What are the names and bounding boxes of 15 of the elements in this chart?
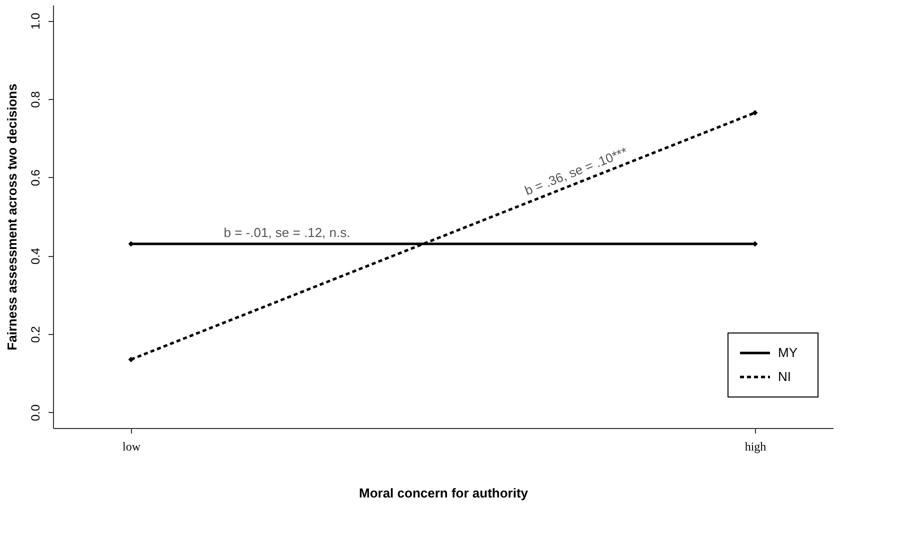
x-axis-title: Moral concern for authority — [358, 486, 529, 500]
annotation: b = .36, se = .10*** — [522, 144, 630, 198]
x-tick-label: low — [122, 440, 141, 454]
y-tick-label: 0.8 — [28, 90, 42, 108]
y-tick-label: 0.6 — [28, 169, 42, 186]
y-tick-label: 0.4 — [28, 248, 42, 265]
point — [752, 110, 758, 116]
y-axis-title: Fairness assessment across two decisions — [4, 84, 20, 350]
x-tick-label: high — [744, 440, 766, 454]
y-tick-label: 0.0 — [28, 404, 42, 422]
annotation: b = -.01, se = .12, n.s. — [224, 224, 350, 240]
y-tick-label: 1.0 — [28, 12, 42, 30]
legend-label: MY — [778, 345, 798, 360]
legend-label: NI — [778, 369, 791, 384]
y-tick-label: 0.2 — [28, 326, 42, 343]
